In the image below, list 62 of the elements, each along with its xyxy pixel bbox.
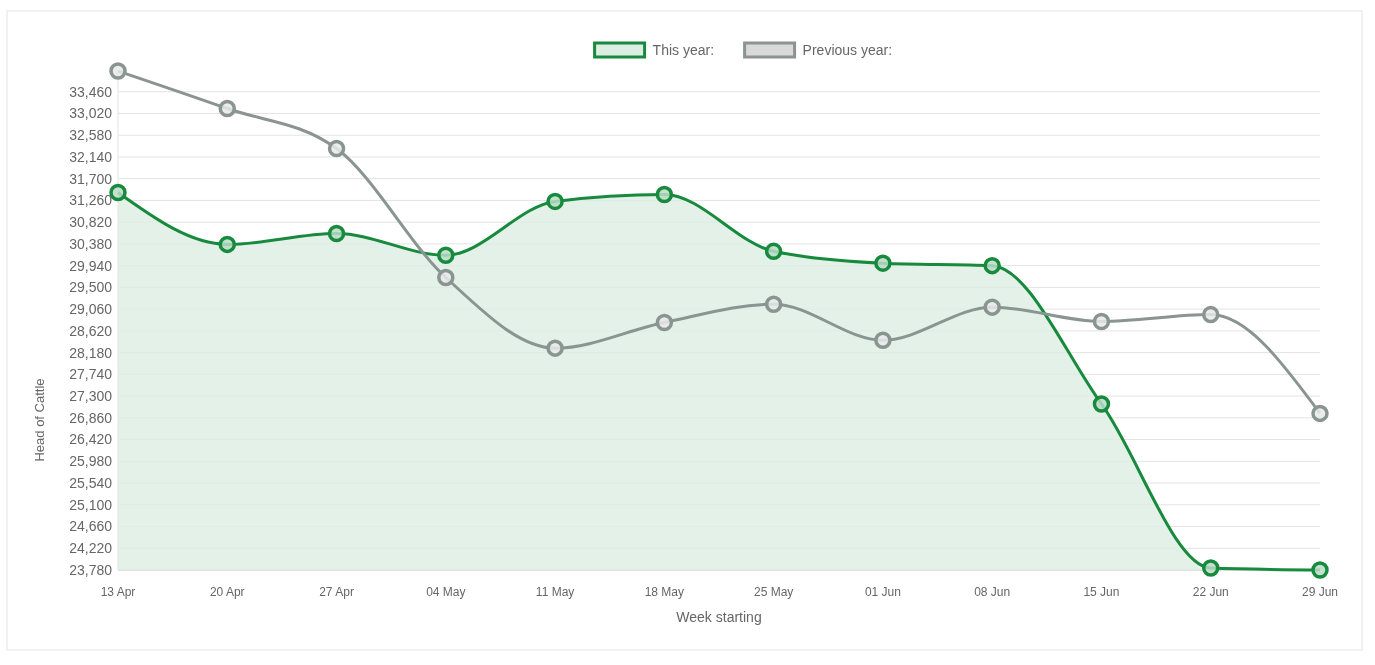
point <box>218 99 237 118</box>
y-tick-label: 30,820 <box>69 214 113 231</box>
y-tick-label: 29,060 <box>69 301 113 318</box>
y-tick-label: 27,740 <box>69 366 113 383</box>
y-axis-title: Head of Cattle <box>32 378 47 462</box>
point <box>437 268 455 287</box>
y-tick-label: 33,020 <box>69 105 113 122</box>
y-tick-label: 33,460 <box>69 83 113 100</box>
x-tick-label: 08 Jun <box>974 585 1011 599</box>
point <box>218 235 237 254</box>
point <box>1092 312 1111 331</box>
x-tick-label: 18 May <box>644 585 685 599</box>
point <box>1311 404 1329 423</box>
x-tick-label: 27 Apr <box>319 585 354 599</box>
y-tick-label: 27,300 <box>69 387 113 404</box>
point <box>655 185 674 204</box>
point <box>327 224 346 243</box>
y-tick-label: 29,940 <box>69 257 113 274</box>
y-tick-label: 23,780 <box>69 561 113 578</box>
y-tick-label: 30,380 <box>69 235 113 252</box>
x-tick-label: 01 Jun <box>864 585 901 599</box>
y-tick-label: 28,180 <box>69 344 113 361</box>
y-tick-label: 25,540 <box>69 474 113 491</box>
y-tick-label: 31,260 <box>69 192 113 209</box>
x-tick-label: 25 May <box>753 585 794 599</box>
point <box>655 313 674 332</box>
legend-label: Previous year: <box>802 42 893 58</box>
y-tick-label: 32,580 <box>69 127 113 144</box>
point <box>1201 305 1220 324</box>
y-tick-label: 26,860 <box>69 409 113 426</box>
point <box>874 254 892 272</box>
legend-label: This year: <box>652 42 715 58</box>
point <box>437 246 455 265</box>
point <box>546 192 564 211</box>
x-axis-title: Week starting <box>676 609 762 625</box>
point <box>546 339 564 357</box>
y-tick-label: 26,420 <box>69 431 113 448</box>
x-tick-label: 13 Apr <box>100 585 136 599</box>
point <box>983 298 1001 316</box>
point <box>874 331 892 350</box>
point <box>1092 395 1111 413</box>
point <box>327 139 346 158</box>
x-tick-label: 04 May <box>426 585 466 599</box>
point <box>1201 559 1220 577</box>
x-tick-label: 22 Jun <box>1192 585 1229 599</box>
y-tick-label: 31,700 <box>69 170 113 187</box>
y-tick-label: 32,140 <box>69 148 113 165</box>
x-tick-label: 11 May <box>535 585 575 599</box>
y-tick-label: 29,500 <box>69 279 113 296</box>
point <box>109 62 127 80</box>
y-tick-label: 24,220 <box>69 540 113 557</box>
point <box>764 242 783 261</box>
y-tick-label: 24,660 <box>69 518 113 535</box>
x-tick-label: 29 Jun <box>1301 585 1339 599</box>
point <box>1311 561 1329 579</box>
point <box>983 256 1001 275</box>
x-tick-label: 15 Jun <box>1083 585 1120 599</box>
y-tick-label: 25,100 <box>69 496 113 513</box>
x-tick-label: 20 Apr <box>209 585 245 599</box>
y-tick-label: 28,620 <box>69 322 113 339</box>
point <box>764 295 783 313</box>
y-tick-label: 25,980 <box>69 453 113 470</box>
